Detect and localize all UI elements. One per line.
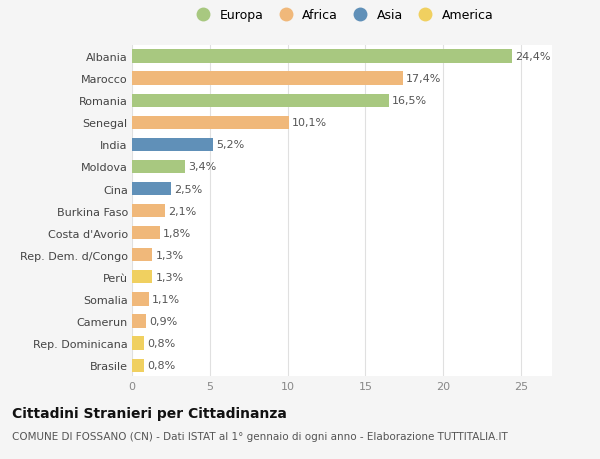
Bar: [132, 161, 185, 174]
Bar: [132, 227, 160, 240]
Legend: Europa, Africa, Asia, America: Europa, Africa, Asia, America: [191, 9, 493, 22]
Text: 1,1%: 1,1%: [152, 294, 181, 304]
Text: 0,8%: 0,8%: [148, 360, 176, 370]
Bar: [132, 293, 149, 306]
Text: 2,5%: 2,5%: [174, 184, 202, 194]
Text: COMUNE DI FOSSANO (CN) - Dati ISTAT al 1° gennaio di ogni anno - Elaborazione TU: COMUNE DI FOSSANO (CN) - Dati ISTAT al 1…: [12, 431, 508, 442]
Text: 2,1%: 2,1%: [168, 206, 196, 216]
Bar: [132, 359, 145, 372]
Text: 1,3%: 1,3%: [155, 250, 184, 260]
Text: 17,4%: 17,4%: [406, 74, 441, 84]
Bar: [132, 271, 152, 284]
Bar: [132, 95, 389, 107]
Text: 0,9%: 0,9%: [149, 316, 178, 326]
Text: 3,4%: 3,4%: [188, 162, 216, 172]
Bar: [132, 50, 512, 63]
Bar: [132, 249, 152, 262]
Bar: [132, 73, 403, 85]
Text: 10,1%: 10,1%: [292, 118, 328, 128]
Bar: [132, 315, 146, 328]
Text: Cittadini Stranieri per Cittadinanza: Cittadini Stranieri per Cittadinanza: [12, 406, 287, 420]
Bar: [132, 205, 164, 218]
Bar: [132, 117, 289, 129]
Text: 24,4%: 24,4%: [515, 52, 550, 62]
Text: 1,3%: 1,3%: [155, 272, 184, 282]
Bar: [132, 139, 213, 151]
Text: 5,2%: 5,2%: [216, 140, 244, 150]
Text: 1,8%: 1,8%: [163, 228, 191, 238]
Text: 16,5%: 16,5%: [392, 96, 427, 106]
Bar: [132, 337, 145, 350]
Text: 0,8%: 0,8%: [148, 338, 176, 348]
Bar: [132, 183, 171, 196]
